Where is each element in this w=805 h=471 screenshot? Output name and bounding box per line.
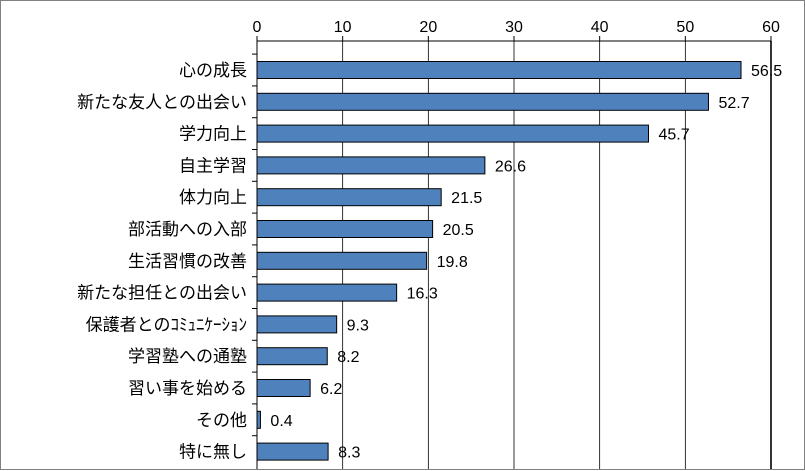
- category-label: 学力向上: [179, 125, 247, 145]
- value-label: 26.6: [495, 158, 526, 175]
- category-label: 部活動への入部: [128, 220, 247, 240]
- bar: [256, 347, 328, 366]
- category-label: 自主学習: [179, 156, 247, 176]
- x-tick-label: 60: [762, 19, 780, 36]
- x-tick-label: 0: [253, 19, 262, 36]
- bar: [256, 92, 709, 111]
- x-tick-label: 10: [334, 19, 352, 36]
- value-label: 19.8: [437, 254, 468, 271]
- category-label: 保護者とのｺﾐｭﾆｹｰｼｮﾝ: [86, 315, 247, 335]
- value-label: 45.7: [658, 127, 689, 144]
- bar: [256, 220, 434, 238]
- bar: [256, 315, 338, 334]
- category-label: 学習塾への通塾: [128, 346, 247, 367]
- bar: [256, 442, 329, 461]
- category-label: 心の成長: [179, 61, 247, 81]
- bar: [256, 283, 398, 302]
- gridlines: [256, 41, 772, 469]
- bar: [256, 156, 486, 175]
- value-label: 20.5: [443, 222, 474, 239]
- labels: 心の成長 56.5 新たな友人との出会い 52.7 学力向上 45.7 自主学習 26.6 体力…: [77, 61, 782, 463]
- value-label: 16.3: [407, 286, 438, 303]
- category-label: 新たな担任との出会い: [77, 284, 247, 304]
- category-label: 特に無し: [179, 443, 247, 463]
- bar: [256, 61, 742, 79]
- category-label: 習い事を始める: [128, 379, 247, 399]
- value-label: 21.5: [451, 190, 482, 207]
- bar: [256, 188, 442, 207]
- category-label: その他: [196, 411, 247, 431]
- bar: [256, 379, 311, 397]
- bars: [256, 61, 742, 461]
- value-label: 56.5: [751, 63, 782, 80]
- x-tick-label: 30: [505, 19, 523, 36]
- bar: [256, 410, 261, 429]
- value-label: 52.7: [718, 95, 749, 112]
- bar: [256, 124, 649, 143]
- bar: [256, 251, 428, 270]
- value-label: 8.2: [337, 349, 359, 366]
- value-label: 8.3: [338, 445, 360, 462]
- axes: 0 10 20 30 40 50 60: [252, 19, 780, 469]
- x-tick-label: 50: [676, 19, 694, 36]
- category-label: 生活習慣の改善: [128, 252, 247, 272]
- category-label: 新たな友人との出会い: [77, 93, 247, 113]
- x-tick-label: 40: [591, 19, 609, 36]
- category-label: 体力向上: [179, 188, 247, 208]
- x-tick-label: 20: [419, 19, 437, 36]
- value-label: 0.4: [270, 413, 292, 430]
- value-label: 6.2: [320, 381, 342, 398]
- value-label: 9.3: [347, 317, 369, 334]
